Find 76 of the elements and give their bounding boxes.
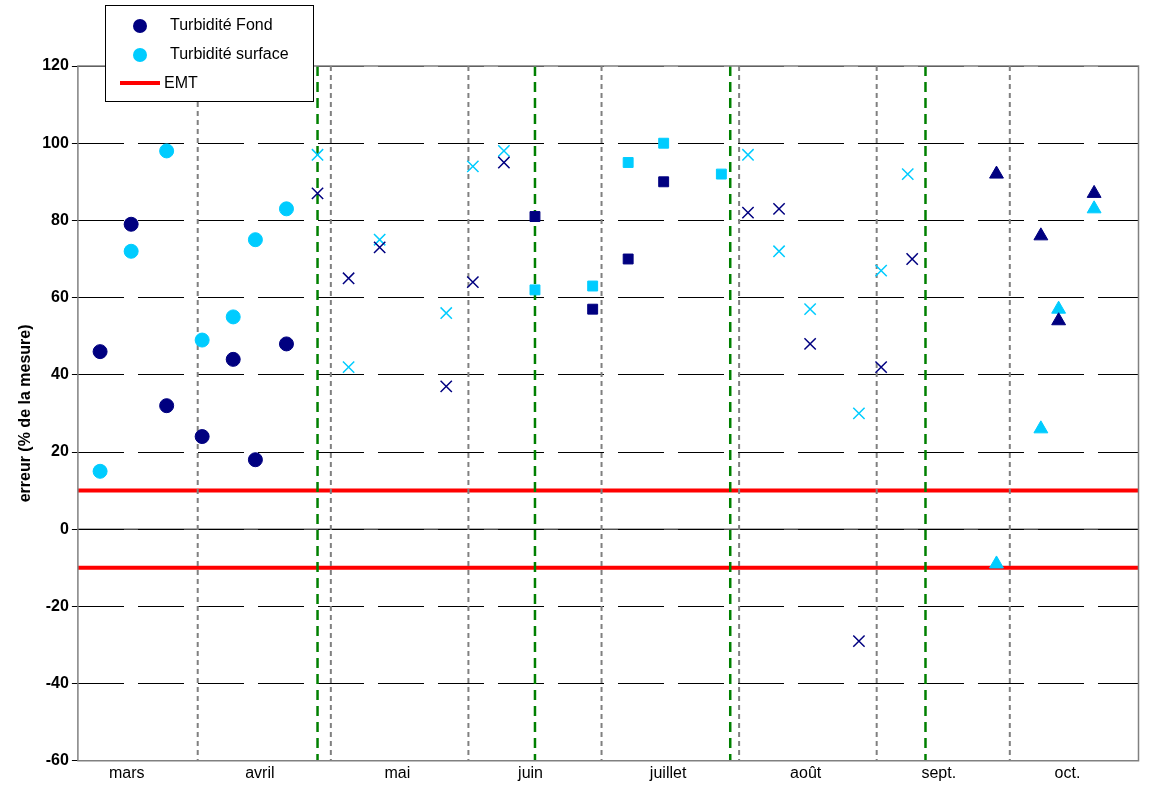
y-tick-label: 20 (51, 442, 69, 460)
x-tick-label: août (790, 763, 822, 781)
point (587, 303, 599, 315)
y-tick-label: 40 (51, 365, 69, 383)
point (92, 463, 108, 479)
point (803, 302, 817, 316)
point (92, 344, 108, 360)
point (373, 233, 387, 247)
point (247, 232, 263, 248)
point (905, 252, 919, 266)
point (123, 216, 139, 232)
y-axis-title: erreur (% de la mesure) (16, 324, 34, 503)
point (529, 211, 541, 222)
x-tick-label: mars (108, 763, 145, 781)
x-tick-label: mai (384, 763, 411, 781)
y-tick-label: 0 (59, 519, 69, 537)
point (874, 264, 888, 277)
point (772, 244, 786, 258)
y-tick-label: 120 (42, 56, 69, 74)
point (803, 337, 817, 351)
point (741, 206, 755, 220)
legend-label: EMT (164, 73, 198, 93)
x-tick-label: oct. (1054, 763, 1081, 781)
point (1033, 420, 1049, 434)
point (466, 275, 480, 289)
point (497, 144, 511, 158)
point (622, 253, 634, 265)
point (373, 241, 387, 254)
point (852, 406, 866, 420)
point (497, 156, 511, 169)
point (1051, 312, 1067, 326)
point (622, 157, 634, 168)
x-tick-label: avril (245, 763, 275, 781)
point (989, 555, 1004, 569)
point (342, 360, 355, 374)
y-tick-label: 60 (51, 288, 69, 306)
point (278, 201, 294, 217)
legend-label: Turbidité Fond (170, 15, 273, 35)
point (439, 306, 453, 320)
point (1051, 300, 1067, 314)
point (311, 148, 324, 162)
point (225, 309, 241, 325)
point (852, 634, 866, 648)
point (989, 165, 1004, 179)
point (529, 284, 541, 296)
point (741, 148, 755, 162)
point (311, 186, 324, 200)
point (587, 280, 599, 292)
point (466, 159, 480, 173)
y-tick-label: -60 (45, 751, 69, 769)
point (772, 202, 786, 216)
y-tick-label: -20 (45, 596, 69, 614)
point (1033, 227, 1049, 241)
point (715, 168, 727, 180)
point (1086, 200, 1102, 214)
point (342, 271, 355, 285)
point (123, 243, 139, 259)
point (901, 167, 915, 181)
y-tick-label: 80 (51, 210, 69, 228)
point (439, 379, 453, 393)
point (159, 143, 175, 159)
y-tick-label: -40 (45, 674, 69, 692)
point (658, 176, 670, 188)
x-tick-label: sept. (921, 763, 957, 781)
point (225, 351, 241, 367)
y-tick-label: 100 (42, 133, 69, 151)
legend-label: Turbidité surface (170, 44, 289, 64)
x-tick-label: juin (517, 763, 543, 781)
point (194, 429, 210, 445)
point (247, 452, 263, 468)
point (159, 398, 175, 414)
x-tick-label: juillet (648, 763, 687, 781)
point (278, 336, 294, 352)
point (194, 332, 210, 348)
point (874, 360, 888, 374)
point (658, 137, 670, 149)
